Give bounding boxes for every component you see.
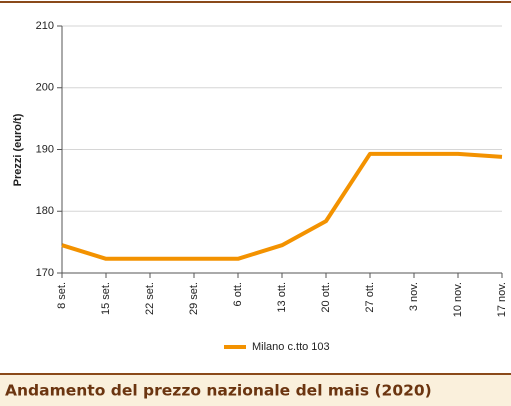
legend-label: Milano c.tto 103	[252, 341, 330, 353]
series-line	[61, 151, 503, 261]
x-tick-label: 27 ott.	[364, 282, 376, 313]
footer-band	[0, 374, 511, 406]
y-tick-label: 190	[36, 143, 54, 155]
x-tick-label: 3 nov.	[408, 282, 420, 311]
chart-title: Andamento del prezzo nazionale del mais …	[5, 382, 432, 400]
y-tick-label: 200	[36, 82, 54, 94]
y-tick-label: 170	[36, 267, 54, 279]
x-tick-label: 13 ott.	[276, 282, 288, 313]
x-tick-label: 15 set.	[100, 282, 112, 315]
x-tick-label: 29 set.	[188, 282, 200, 315]
x-tick-label: 17 nov.	[496, 282, 508, 317]
y-tick-label: 210	[36, 20, 54, 32]
x-tick-label: 10 nov.	[452, 282, 464, 317]
y-tick-label: 180	[36, 205, 54, 217]
x-tick-label: 20 ott.	[320, 282, 332, 313]
x-tick-label: 6 ott.	[232, 282, 244, 306]
x-tick-label: 22 set.	[144, 282, 156, 315]
x-tick-label: 8 set.	[56, 282, 68, 309]
y-axis-title: Prezzi (euro/t)	[12, 113, 24, 186]
